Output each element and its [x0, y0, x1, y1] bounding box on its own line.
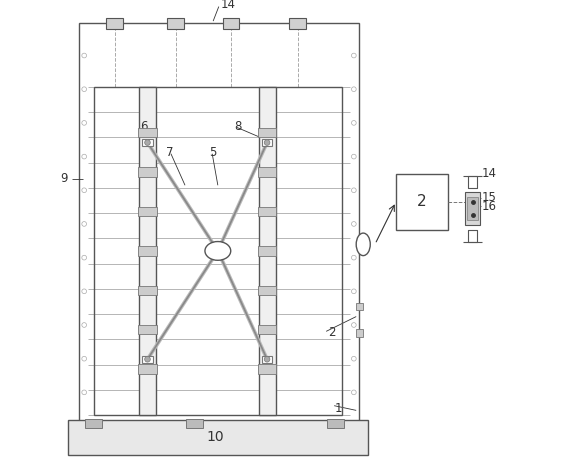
Bar [142, 139, 153, 146]
Text: 15: 15 [482, 191, 497, 204]
Bar [138, 246, 157, 256]
Bar [186, 419, 203, 428]
Text: 5: 5 [209, 146, 217, 159]
Bar [138, 286, 157, 295]
Bar [467, 197, 477, 220]
Text: 2: 2 [328, 326, 336, 340]
Bar [262, 139, 272, 146]
Bar [258, 207, 277, 216]
Ellipse shape [356, 233, 370, 256]
Circle shape [145, 140, 150, 145]
Bar [258, 246, 277, 256]
Bar [106, 18, 123, 29]
Bar [68, 420, 368, 455]
Bar [138, 207, 157, 216]
Bar [259, 87, 276, 415]
Bar [138, 325, 157, 334]
Text: 6: 6 [141, 120, 148, 133]
Ellipse shape [205, 242, 231, 260]
Bar [258, 128, 277, 137]
Bar [79, 23, 358, 424]
Bar [258, 286, 277, 295]
Bar [94, 87, 342, 415]
Text: 2: 2 [417, 194, 426, 209]
Circle shape [264, 140, 270, 145]
Bar [289, 18, 306, 29]
Bar [258, 364, 277, 374]
Bar [356, 329, 363, 337]
Text: 1: 1 [335, 401, 342, 415]
Text: 9: 9 [61, 172, 68, 185]
Circle shape [145, 356, 150, 362]
Bar [327, 419, 344, 428]
Bar [258, 167, 277, 177]
Bar [356, 303, 363, 310]
Circle shape [264, 356, 270, 362]
Bar [258, 325, 277, 334]
Bar [138, 128, 157, 137]
Text: 10: 10 [207, 431, 225, 444]
Bar [139, 87, 156, 415]
Text: 16: 16 [482, 200, 497, 213]
Text: 14: 14 [220, 0, 235, 11]
Bar [167, 18, 184, 29]
Bar [262, 356, 272, 363]
Bar [142, 356, 153, 363]
Bar [138, 167, 157, 177]
Bar [466, 192, 480, 225]
Text: 7: 7 [166, 146, 174, 159]
Text: 14: 14 [482, 167, 497, 180]
Bar [85, 419, 102, 428]
Bar [138, 364, 157, 374]
Bar [396, 174, 448, 230]
Bar [222, 18, 239, 29]
Text: 8: 8 [234, 120, 242, 133]
